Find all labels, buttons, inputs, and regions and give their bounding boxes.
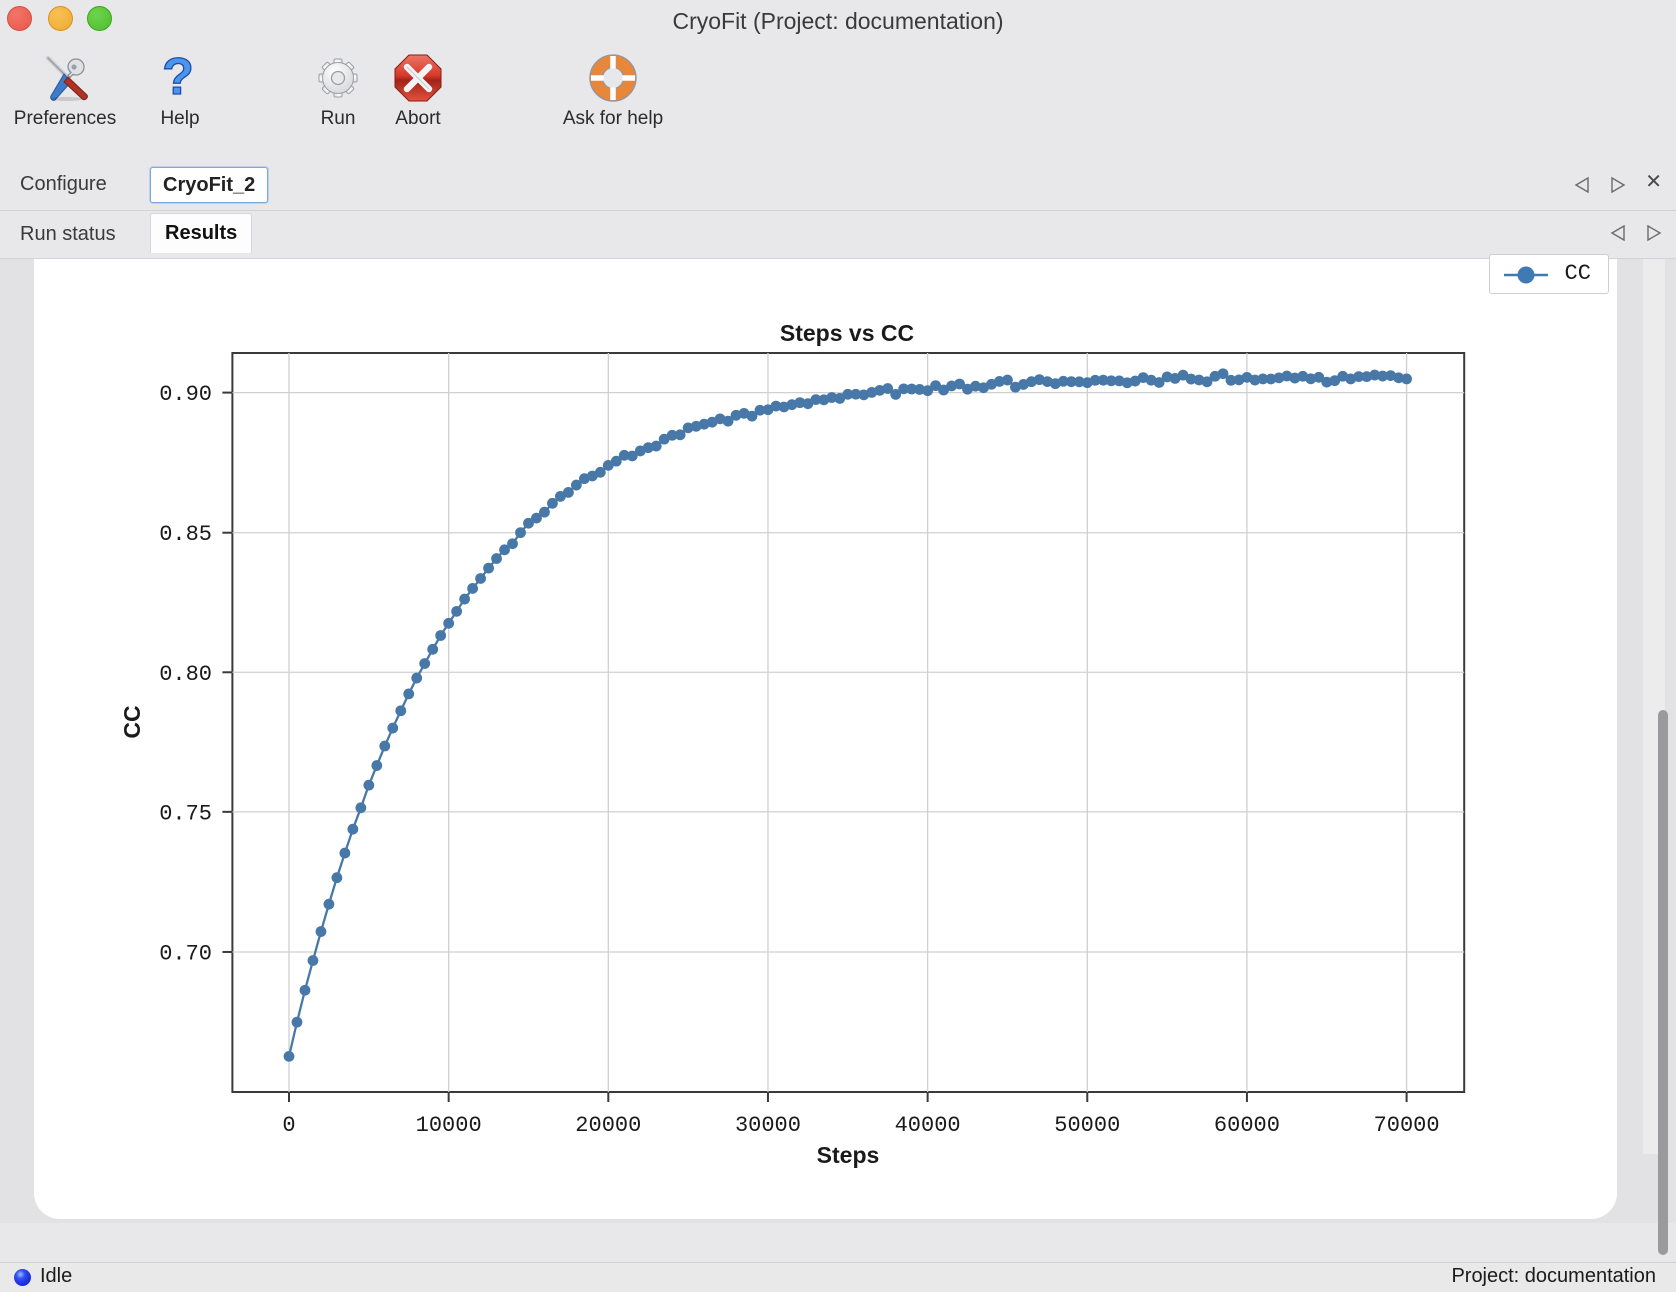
svg-text:?: ? — [162, 52, 194, 104]
